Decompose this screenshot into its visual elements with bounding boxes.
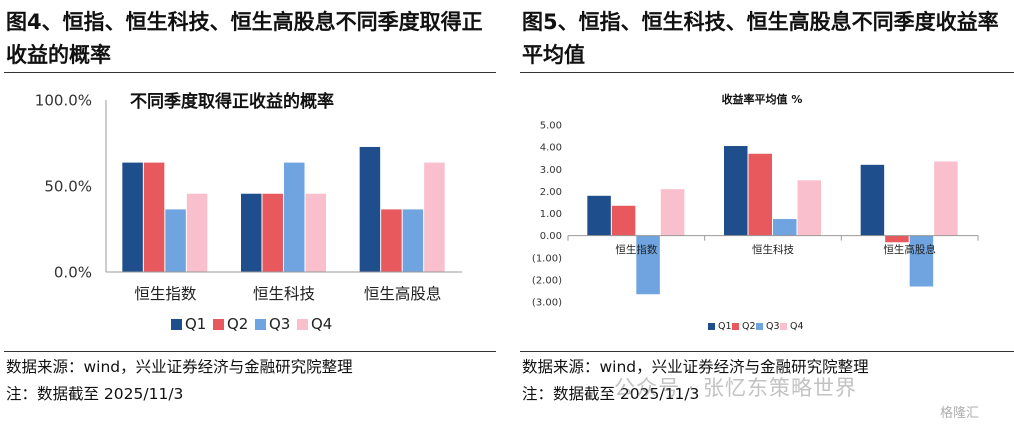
chart-title: 收益率平均值 % — [722, 92, 803, 106]
bar-q4 — [934, 161, 958, 236]
bar-q2 — [748, 153, 772, 236]
title-rule — [520, 72, 1014, 73]
bar-q2 — [143, 162, 165, 272]
y-tick-label: 2.00 — [540, 187, 562, 198]
bar-q1 — [122, 162, 143, 272]
y-tick-label: 0.00 — [540, 231, 562, 242]
figure-5-panel: 图5、恒指、恒生科技、恒生高股息不同季度收益率平均值 收益率平均值 % (3.00… — [516, 0, 1014, 428]
figure-4-panel: 图4、恒指、恒生科技、恒生高股息不同季度取得正收益的概率 不同季度取得正收益的概… — [0, 0, 496, 428]
chart-title: 不同季度取得正收益的概率 — [130, 91, 334, 112]
legend-label-q3: Q3 — [766, 321, 780, 332]
category-label: 恒生指数 — [134, 285, 197, 303]
y-tick-label: (3.00) — [532, 298, 562, 309]
bar-q2 — [381, 209, 402, 272]
figure-title: 图5、恒指、恒生科技、恒生高股息不同季度收益率平均值 — [522, 10, 999, 67]
bar-q1 — [359, 146, 381, 272]
category-label: 恒生科技 — [752, 243, 794, 256]
bar-q1 — [587, 195, 611, 236]
bar-q2 — [885, 235, 909, 243]
legend-swatch-q1 — [708, 323, 715, 330]
legend-label-q1: Q1 — [185, 315, 206, 333]
bar-q3 — [402, 209, 424, 272]
bar-q4 — [660, 189, 685, 236]
average-return-bar-chart: 收益率平均值 % (3.00) (2.00) (1.00) 0.00 1.00 2.00 3.… — [532, 92, 979, 332]
y-tick-label: (1.00) — [532, 253, 562, 264]
y-tick-label: 50.0% — [44, 177, 92, 195]
bar-q4 — [305, 193, 326, 272]
y-tick-label: (2.00) — [532, 275, 562, 286]
category-label: 恒生高股息 — [364, 285, 442, 303]
y-tick-label: 100.0% — [35, 91, 92, 109]
legend-swatch-q2 — [213, 319, 224, 330]
y-tick-label: 0.0% — [54, 263, 92, 281]
watermark-logo: 格隆汇 — [940, 406, 980, 421]
bar-q3 — [636, 235, 660, 295]
legend-swatch-q4 — [297, 319, 308, 330]
title-rule — [4, 72, 496, 73]
data-source: 数据来源：wind，兴业证券经济与金融研究院整理 — [6, 358, 353, 376]
bar-q2 — [262, 193, 283, 272]
bar-q3 — [165, 209, 186, 272]
legend-label-q4: Q4 — [790, 321, 804, 332]
bar-q4 — [797, 180, 821, 236]
source-rule — [520, 351, 1014, 352]
data-source: 数据来源：wind，兴业证券经济与金融研究院整理 — [522, 358, 869, 376]
probability-bar-chart: 不同季度取得正收益的概率 0.0% 50.0% 100.0% 恒生指数 恒生科技 恒生高股息… — [35, 91, 462, 333]
data-note: 注：数据截至 2025/11/3 — [6, 385, 184, 403]
category-label: 恒生指数 — [615, 243, 657, 256]
bar-q1 — [241, 193, 262, 272]
bar-q3 — [909, 235, 934, 287]
bar-q1 — [724, 146, 748, 236]
bar-q4 — [424, 162, 445, 272]
legend-swatch-q3 — [756, 323, 763, 330]
bar-q2 — [611, 205, 636, 236]
watermark: 公众号 · 张忆东策略世界 — [614, 376, 858, 400]
legend-swatch-q1 — [171, 319, 182, 330]
category-label: 恒生高股息 — [883, 243, 936, 256]
figure-title: 图4、恒指、恒生科技、恒生高股息不同季度取得正收益的概率 — [6, 10, 483, 67]
bar-q4 — [186, 193, 208, 272]
legend-label-q2: Q2 — [227, 315, 248, 333]
data-note: 注：数据截至 2025/11/3 — [522, 385, 700, 403]
legend-swatch-q2 — [732, 323, 739, 330]
legend-label-q2: Q2 — [742, 321, 756, 332]
category-label: 恒生科技 — [253, 285, 315, 303]
bar-q3 — [284, 162, 305, 272]
y-tick-label: 1.00 — [540, 209, 562, 220]
legend-label-q3: Q3 — [269, 315, 290, 333]
legend-swatch-q3 — [255, 319, 266, 330]
legend-label-q4: Q4 — [311, 315, 332, 333]
bar-q1 — [860, 164, 885, 236]
y-tick-label: 4.00 — [540, 143, 562, 154]
bar-q3 — [773, 219, 797, 236]
legend-swatch-q4 — [780, 323, 787, 330]
source-rule — [4, 351, 496, 352]
y-tick-label: 5.00 — [540, 121, 562, 132]
y-tick-label: 3.00 — [540, 165, 562, 176]
legend-label-q1: Q1 — [718, 321, 732, 332]
